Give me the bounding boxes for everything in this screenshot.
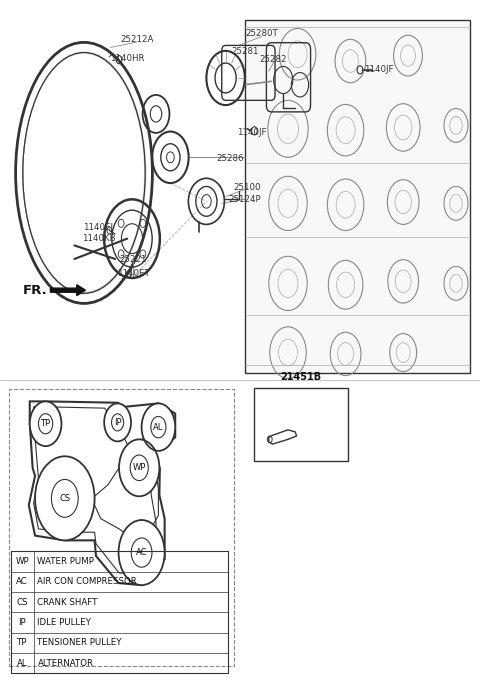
Text: AL: AL: [17, 658, 27, 668]
Text: 25221: 25221: [120, 255, 147, 264]
Text: 25100: 25100: [233, 182, 261, 192]
Text: WP: WP: [132, 463, 146, 473]
Ellipse shape: [26, 58, 142, 288]
Text: WATER PUMP: WATER PUMP: [37, 557, 94, 566]
Text: CS: CS: [59, 494, 71, 503]
Text: IP: IP: [18, 618, 26, 627]
Text: CS: CS: [16, 597, 28, 607]
Text: CRANK SHAFT: CRANK SHAFT: [37, 597, 98, 607]
Text: ALTERNATOR: ALTERNATOR: [37, 658, 94, 668]
Text: 25286: 25286: [216, 154, 244, 163]
Text: WP: WP: [15, 557, 29, 566]
Text: 1140EJ: 1140EJ: [84, 222, 113, 232]
Text: 25281: 25281: [231, 47, 259, 56]
Text: 1140ET: 1140ET: [117, 268, 150, 278]
Text: 1140JF: 1140JF: [237, 127, 267, 137]
Text: FR.: FR.: [23, 283, 48, 297]
Text: IDLE PULLEY: IDLE PULLEY: [37, 618, 91, 627]
Bar: [254, 388, 348, 461]
Bar: [11, 551, 228, 673]
Text: 25124P: 25124P: [228, 195, 261, 204]
Circle shape: [119, 520, 165, 585]
Text: 25212A: 25212A: [120, 35, 154, 44]
Text: 21451B: 21451B: [281, 372, 322, 382]
Circle shape: [35, 456, 95, 540]
Text: TP: TP: [40, 419, 51, 428]
Text: AC: AC: [136, 548, 147, 557]
Text: 25280T: 25280T: [245, 29, 278, 39]
Text: 1140JF: 1140JF: [364, 65, 394, 75]
Text: TENSIONER PULLEY: TENSIONER PULLEY: [37, 638, 122, 647]
Circle shape: [30, 401, 61, 446]
FancyArrow shape: [50, 285, 85, 296]
Polygon shape: [245, 20, 470, 373]
Text: AIR CON COMPRESSOR: AIR CON COMPRESSOR: [37, 577, 137, 586]
Text: 25282: 25282: [260, 55, 288, 64]
Text: TP: TP: [17, 638, 27, 647]
Text: IP: IP: [114, 418, 121, 427]
Text: 1140KB: 1140KB: [82, 234, 115, 243]
Circle shape: [142, 403, 175, 451]
Circle shape: [104, 403, 131, 441]
Text: AC: AC: [16, 577, 28, 586]
Text: AL: AL: [153, 422, 164, 432]
Text: 1140HR: 1140HR: [110, 54, 144, 64]
Bar: [9, 389, 234, 666]
Circle shape: [119, 439, 159, 496]
